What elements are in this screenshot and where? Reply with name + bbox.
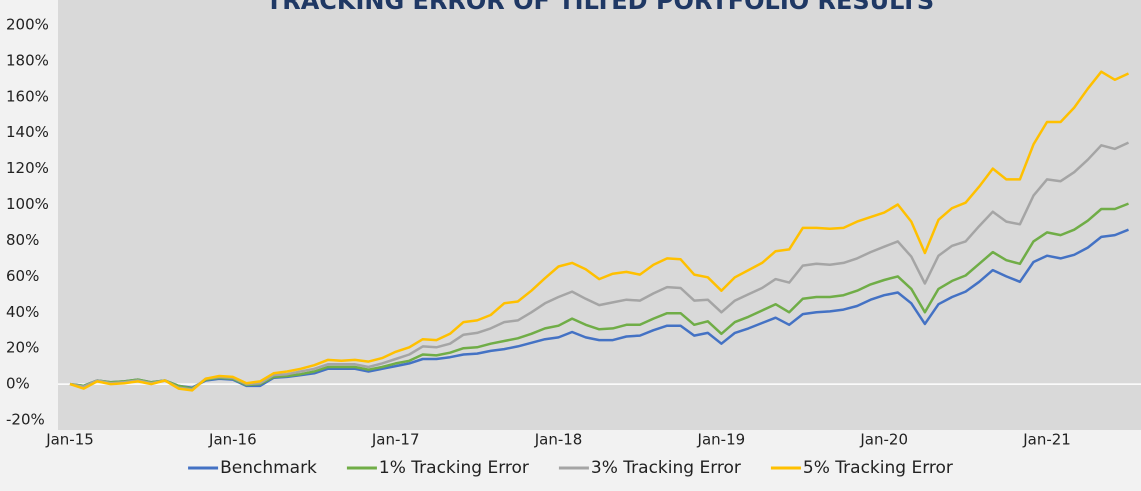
legend-label: 5% Tracking Error [803,458,953,478]
y-tick-label: 160% [6,87,49,105]
y-tick-label: -20% [6,411,45,429]
x-tick-label: Jan-19 [697,431,746,449]
y-tick-label: 0% [6,375,30,393]
chart-title: TRACKING ERROR OF TILTED PORTFOLIO RESUL… [266,0,934,15]
x-tick-label: Jan-18 [534,431,583,449]
x-tick-label: Jan-17 [371,431,420,449]
y-tick-label: 200% [6,16,49,34]
series-line [69,70,1130,392]
y-tick-label: 80% [6,231,39,249]
legend-label: 3% Tracking Error [591,458,741,478]
x-tick-label: Jan-20 [859,431,908,449]
y-tick-label: 180% [6,51,49,69]
y-tick-label: 60% [6,267,39,285]
plot-area [58,0,1141,430]
x-tick-label: Jan-15 [45,431,94,449]
y-tick-label: 100% [6,195,49,213]
y-tick-label: 140% [6,123,49,141]
x-tick-label: Jan-16 [208,431,257,449]
y-tick-label: 40% [6,303,39,321]
y-tick-label: 120% [6,159,49,177]
legend-label: Benchmark [220,458,317,478]
y-tick-label: 20% [6,339,39,357]
x-tick-label: Jan-21 [1022,431,1071,449]
legend-label: 1% Tracking Error [379,458,529,478]
